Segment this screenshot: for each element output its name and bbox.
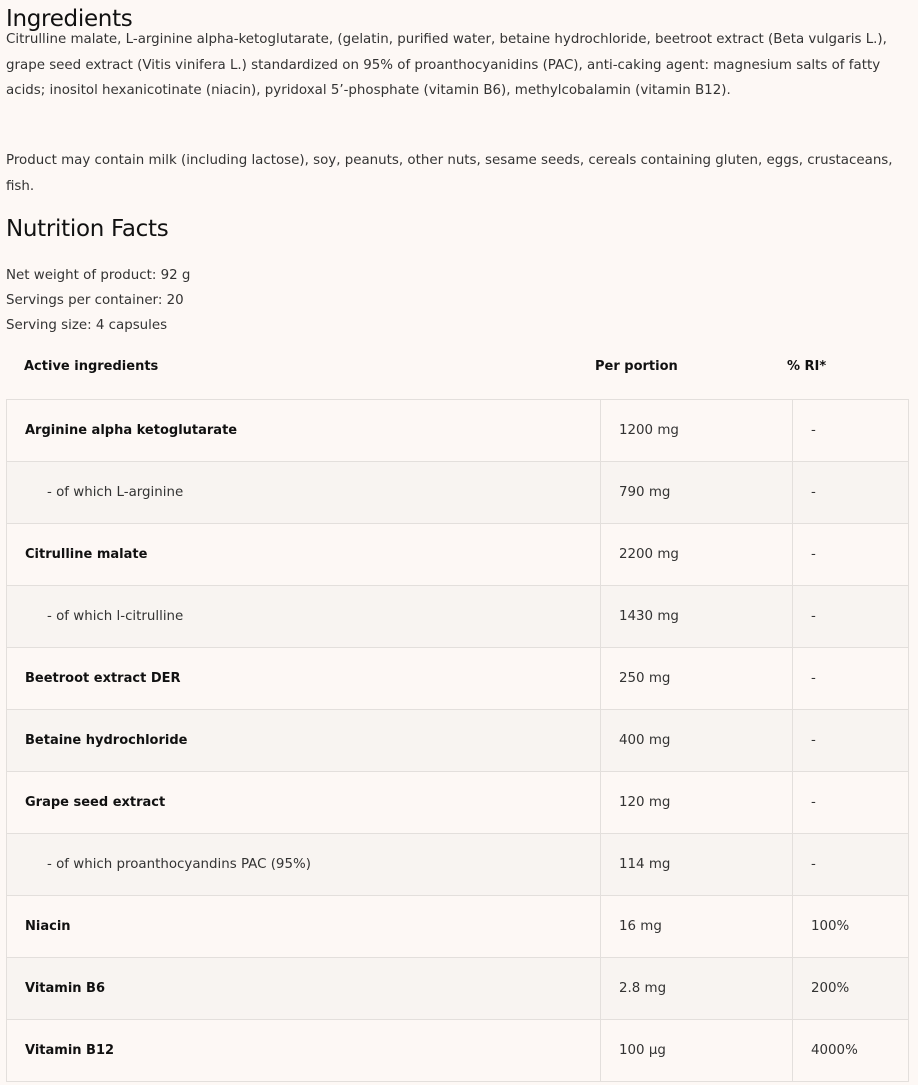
nutrition-meta: Net weight of product: 92 g Servings per…: [6, 263, 190, 338]
ingredient-name: Beetroot extract DER: [6, 647, 601, 710]
per-portion-value: 1200 mg: [600, 399, 793, 462]
ingredient-name: - of which proanthocyandins PAC (95%): [6, 833, 601, 896]
ingredient-name: Grape seed extract: [6, 771, 601, 834]
table-row: - of which proanthocyandins PAC (95%) 114…: [6, 833, 909, 896]
ingredient-name: - of which L-arginine: [6, 461, 601, 524]
table-row: Niacin 16 mg 100%: [6, 895, 909, 958]
ingredient-name: Vitamin B6: [6, 957, 601, 1020]
net-weight: Net weight of product: 92 g: [6, 268, 191, 283]
ri-value: 4000%: [792, 1019, 909, 1082]
ingredients-heading: Ingredients: [6, 6, 133, 32]
ri-value: -: [792, 647, 909, 710]
per-portion-value: 400 mg: [600, 709, 793, 772]
table-row: - of which L-arginine 790 mg -: [6, 461, 909, 524]
table-row: Betaine hydrochloride 400 mg -: [6, 709, 909, 772]
per-portion-value: 114 mg: [600, 833, 793, 896]
per-portion-value: 100 µg: [600, 1019, 793, 1082]
table-row: Vitamin B12 100 µg 4000%: [6, 1019, 909, 1082]
per-portion-value: 120 mg: [600, 771, 793, 834]
ingredient-name: Betaine hydrochloride: [6, 709, 601, 772]
ri-value: -: [792, 523, 909, 586]
table-row: Arginine alpha ketoglutarate 1200 mg -: [6, 399, 909, 462]
table-row: Citrulline malate 2200 mg -: [6, 523, 909, 586]
allergens-text: Product may contain milk (including lact…: [6, 153, 893, 194]
ingredients-text: Citrulline malate, L-arginine alpha-keto…: [6, 32, 887, 98]
ri-value: -: [792, 399, 909, 462]
servings-per-container: Servings per container: 20: [6, 293, 184, 308]
ri-value: 200%: [792, 957, 909, 1020]
serving-size: Serving size: 4 capsules: [6, 318, 168, 333]
table-row: Grape seed extract 120 mg -: [6, 771, 909, 834]
ri-value: -: [792, 709, 909, 772]
header-ri: % RI*: [787, 359, 827, 374]
table-row: Vitamin B6 2.8 mg 200%: [6, 957, 909, 1020]
table-header: Active ingredients Per portion % RI*: [6, 355, 908, 381]
header-per-portion: Per portion: [595, 359, 678, 374]
table-row: - of which l-citrulline 1430 mg -: [6, 585, 909, 648]
ingredient-name: Citrulline malate: [6, 523, 601, 586]
ingredient-name: Arginine alpha ketoglutarate: [6, 399, 601, 462]
ingredient-name: Niacin: [6, 895, 601, 958]
ingredient-name: Vitamin B12: [6, 1019, 601, 1082]
ri-value: -: [792, 833, 909, 896]
per-portion-value: 2.8 mg: [600, 957, 793, 1020]
ri-value: 100%: [792, 895, 909, 958]
ri-value: -: [792, 771, 909, 834]
nutrition-table: Arginine alpha ketoglutarate 1200 mg - - of…: [6, 399, 909, 1082]
nutrition-heading: Nutrition Facts: [6, 216, 169, 242]
per-portion-value: 250 mg: [600, 647, 793, 710]
per-portion-value: 790 mg: [600, 461, 793, 524]
per-portion-value: 1430 mg: [600, 585, 793, 648]
table-row: Beetroot extract DER 250 mg -: [6, 647, 909, 710]
ri-value: -: [792, 585, 909, 648]
per-portion-value: 16 mg: [600, 895, 793, 958]
ingredient-name: - of which l-citrulline: [6, 585, 601, 648]
ri-value: -: [792, 461, 909, 524]
header-active-ingredients: Active ingredients: [24, 359, 159, 374]
per-portion-value: 2200 mg: [600, 523, 793, 586]
